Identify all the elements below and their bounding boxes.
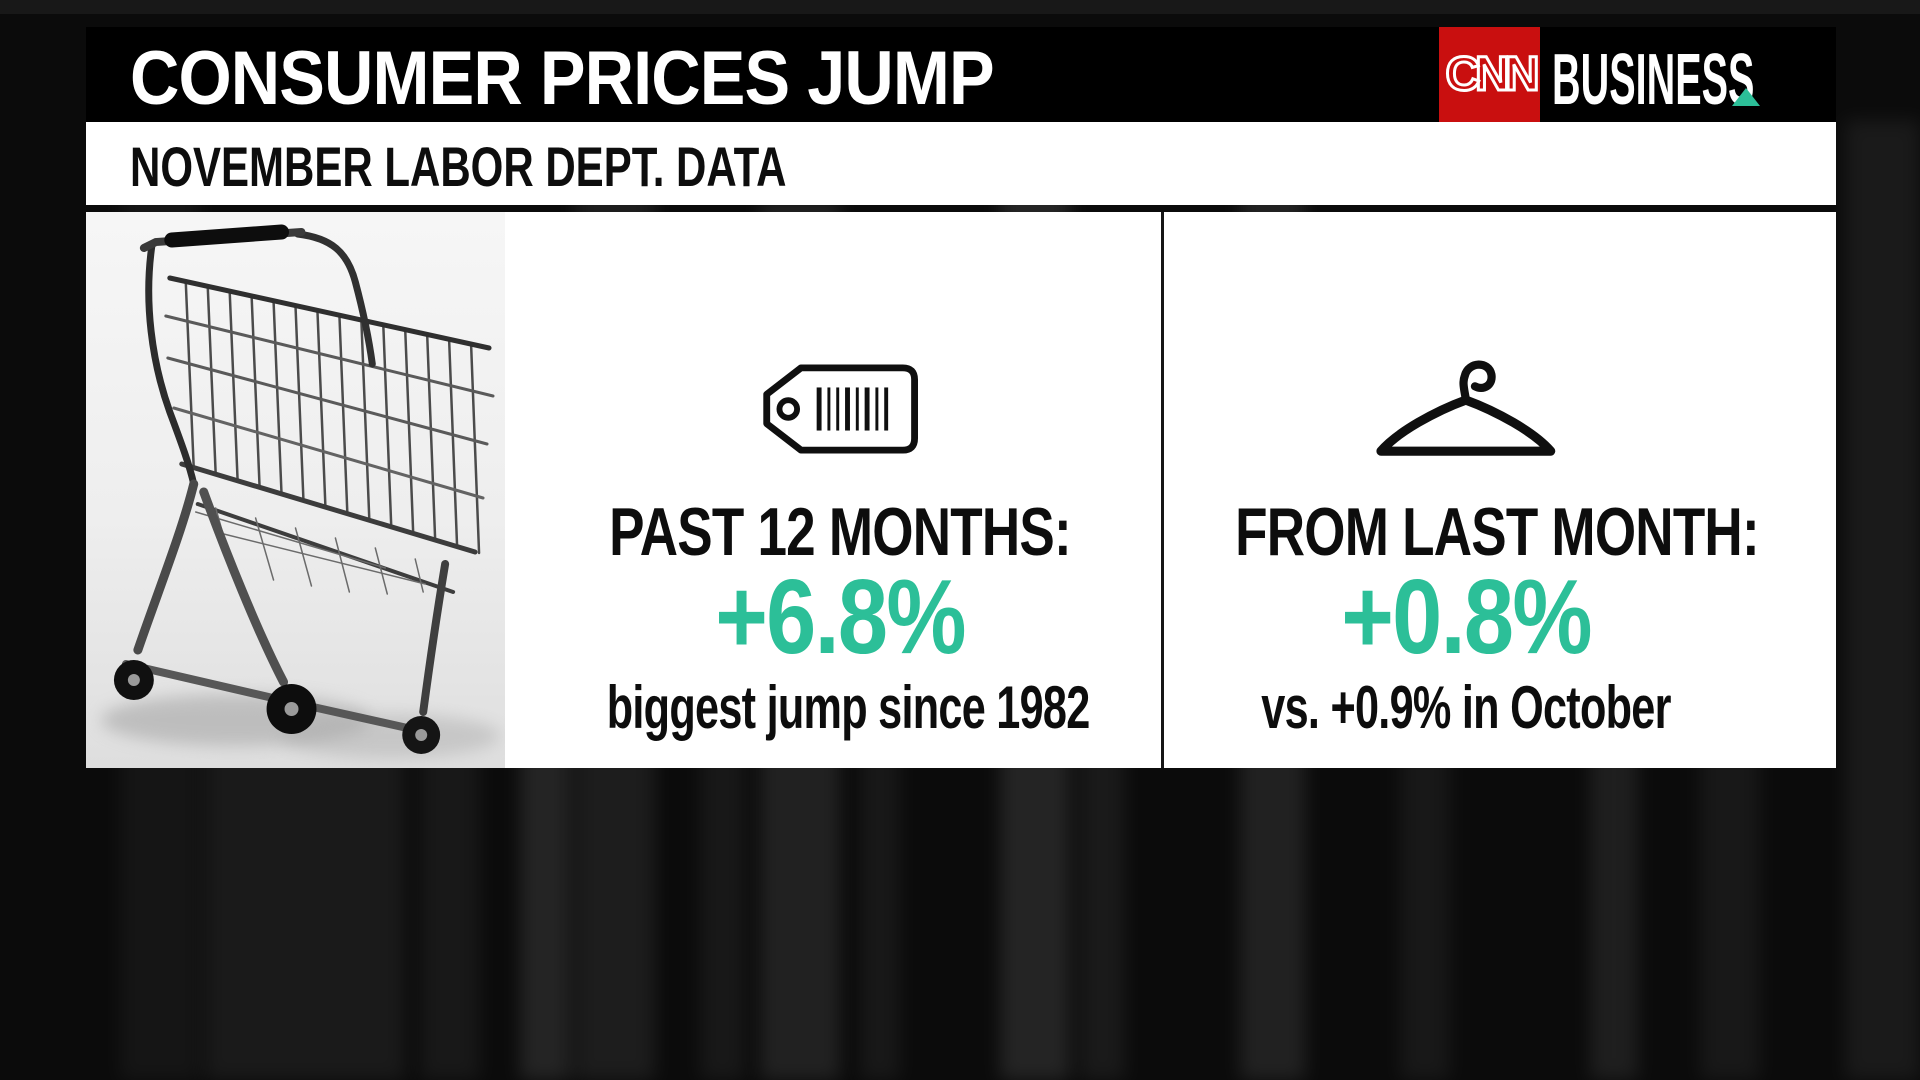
cart-wheels: [113, 660, 441, 754]
cnn-logo-text: CNN: [1446, 48, 1537, 101]
cnn-logo-icon: CNN: [1439, 27, 1540, 122]
business-wordmark: BUSINESS: [1552, 39, 1755, 120]
stat-past-12-months: PAST 12 MONTHS: +6.8% biggest jump since…: [516, 212, 1164, 768]
shopping-cart-illustration: [86, 212, 505, 768]
clothes-hanger-icon: [1170, 348, 1762, 463]
cnn-logo: CNN: [1439, 27, 1540, 122]
stat-caption: vs. +0.9% in October: [1261, 674, 1671, 741]
subtitle-bar: NOVEMBER LABOR DEPT. DATA: [86, 122, 1836, 205]
background-top-band: [0, 0, 1920, 14]
subtitle-text: NOVEMBER LABOR DEPT. DATA: [130, 135, 787, 198]
stat-value: +0.8%: [1341, 558, 1592, 676]
page-title: CONSUMER PRICES JUMP: [130, 36, 995, 121]
content-panel: PAST 12 MONTHS: +6.8% biggest jump since…: [86, 212, 1836, 768]
background-stripe: [1845, 120, 1920, 1080]
stat-caption: biggest jump since 1982: [606, 674, 1091, 741]
stat-value: +6.8%: [715, 558, 966, 676]
stat-from-last-month: FROM LAST MONTH: +0.8% vs. +0.9% in Octo…: [1170, 212, 1762, 768]
stat-label: FROM LAST MONTH:: [1235, 494, 1760, 570]
business-triangle-icon: [1732, 88, 1760, 106]
shopping-cart-photo: [86, 212, 505, 768]
stat-label: PAST 12 MONTHS:: [609, 494, 1072, 570]
panel-divider: [1161, 212, 1164, 768]
title-banner: CONSUMER PRICES JUMP CNN BUSINESS: [86, 27, 1836, 122]
price-tag-icon: [516, 362, 1164, 456]
